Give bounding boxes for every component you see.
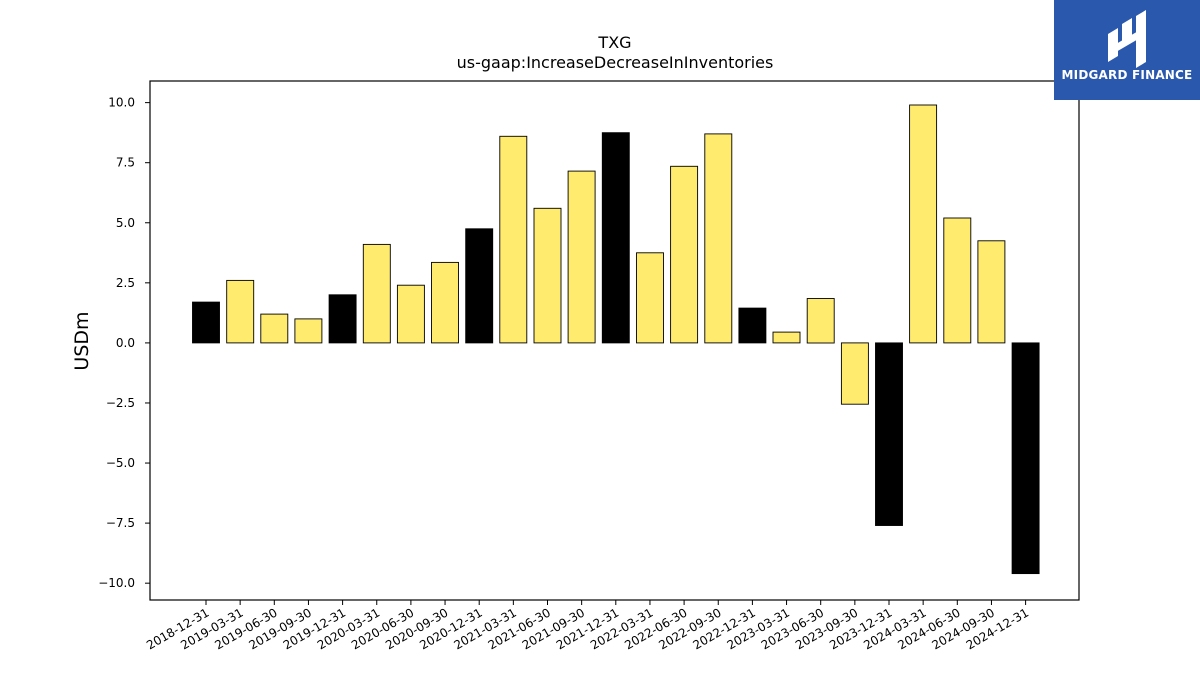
bar-2023-03-31 — [772, 331, 801, 344]
bar-2018-12-31 — [192, 301, 220, 344]
chart-title: TXG — [597, 33, 631, 52]
bar-2024-03-31 — [909, 104, 938, 344]
bar-2023-09-30 — [840, 342, 869, 405]
bar-2022-06-30 — [670, 165, 699, 344]
plot-area-frame — [149, 80, 1080, 601]
bar-2019-06-30 — [260, 313, 289, 344]
bar-2019-03-31 — [226, 279, 255, 344]
bar-2019-09-30 — [294, 318, 323, 344]
bars-group — [192, 104, 1040, 575]
y-axis-ticks: −10.0 −7.5 −5.0 −2.5 0.0 2.5 5.0 7.5 10.0 — [98, 96, 150, 590]
y-tick-label: 0.0 — [116, 336, 135, 350]
bar-2022-09-30 — [704, 133, 733, 344]
chart-subtitle: us-gaap:IncreaseDecreaseInInventories — [457, 53, 774, 72]
bar-2020-12-31 — [465, 228, 494, 344]
bar-2024-09-30 — [977, 240, 1006, 344]
bar-2020-09-30 — [431, 261, 459, 344]
bar-2021-12-31 — [601, 132, 630, 344]
y-tick-label: 5.0 — [116, 216, 135, 230]
bar-2020-03-31 — [362, 243, 391, 344]
bar-2024-06-30 — [943, 217, 972, 344]
brand-name: MIDGARD FINANCE — [1061, 68, 1193, 82]
bar-2020-06-30 — [396, 284, 425, 344]
bar-2021-03-31 — [499, 135, 528, 344]
y-tick-label: 10.0 — [108, 96, 135, 110]
bar-2023-12-31 — [875, 342, 903, 526]
y-tick-label: 7.5 — [116, 156, 135, 170]
bar-2022-12-31 — [738, 307, 767, 344]
bar-2023-06-30 — [806, 298, 835, 344]
bar-2021-06-30 — [533, 207, 562, 344]
y-tick-label: −2.5 — [106, 396, 135, 410]
brand-logo: MIDGARD FINANCE — [1054, 0, 1200, 100]
bar-2022-03-31 — [636, 252, 664, 344]
y-tick-label: −7.5 — [106, 516, 135, 530]
midgard-logo-icon — [1108, 10, 1146, 68]
bar-2021-09-30 — [567, 170, 596, 344]
bar-2019-12-31 — [328, 294, 357, 344]
y-tick-label: −10.0 — [98, 576, 135, 590]
y-tick-label: −5.0 — [106, 456, 135, 470]
bar-2024-12-31 — [1011, 342, 1040, 575]
y-axis-label: USDm — [71, 311, 93, 370]
x-axis-ticks: 2018-12-312019-03-312019-06-302019-09-30… — [144, 600, 1031, 652]
y-tick-label: 2.5 — [116, 276, 135, 290]
